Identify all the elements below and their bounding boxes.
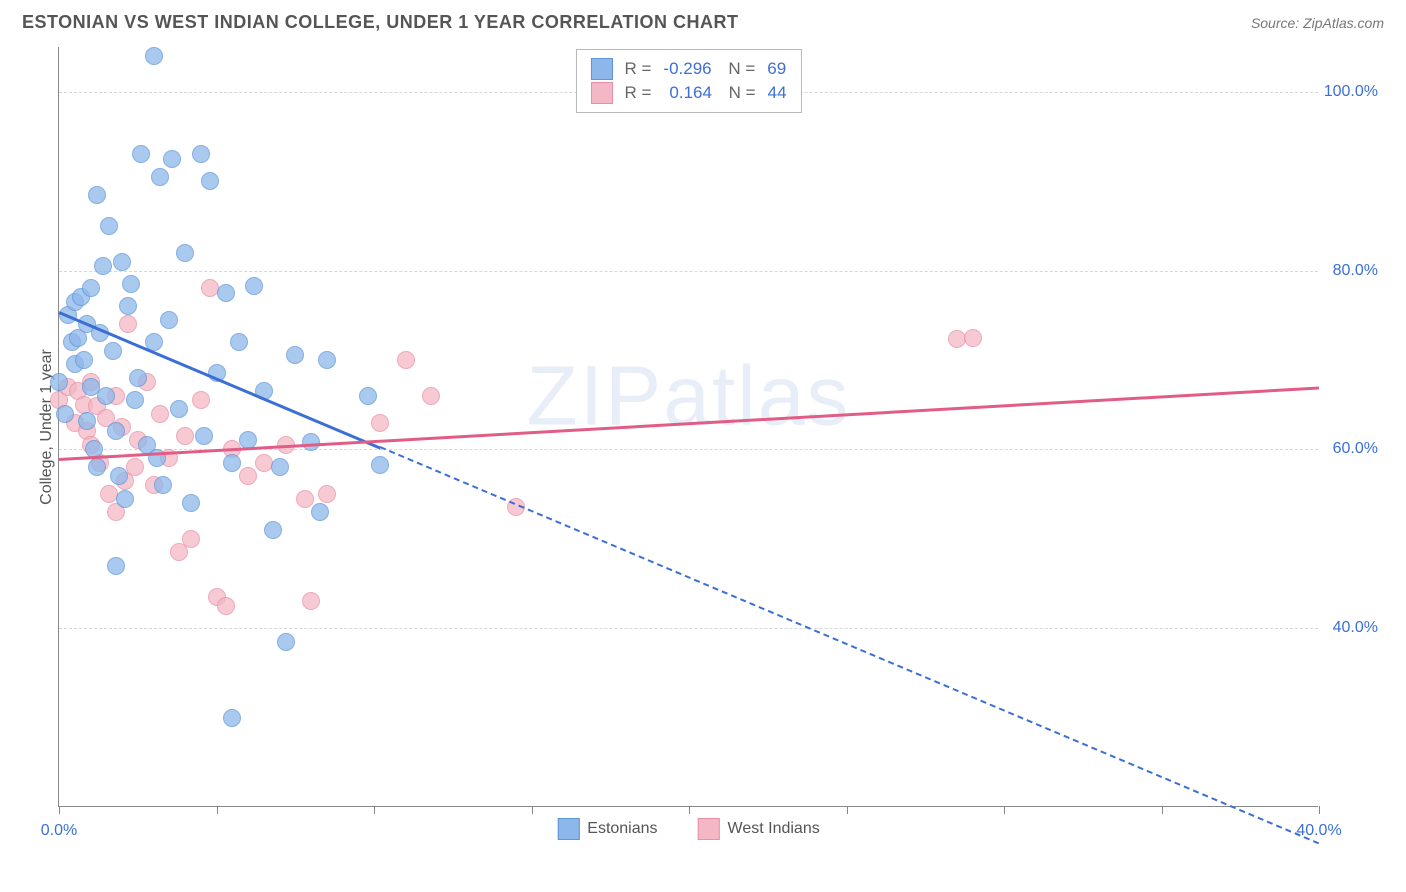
data-point-estonians <box>50 373 68 391</box>
correlation-legend: R = -0.296 N = 69 R = 0.164 N = 44 <box>575 49 801 113</box>
legend-item-west-indians: West Indians <box>698 818 820 840</box>
data-point-west-indians <box>296 490 314 508</box>
legend-row-estonians: R = -0.296 N = 69 <box>590 58 786 80</box>
data-point-west-indians <box>239 467 257 485</box>
legend-item-estonians: Estonians <box>557 818 657 840</box>
data-point-estonians <box>110 467 128 485</box>
data-point-estonians <box>223 454 241 472</box>
data-point-estonians <box>126 391 144 409</box>
x-tick <box>689 806 690 814</box>
y-tick-label: 60.0% <box>1333 440 1378 458</box>
chart-source: Source: ZipAtlas.com <box>1251 15 1384 31</box>
x-tick <box>1004 806 1005 814</box>
data-point-estonians <box>170 400 188 418</box>
data-point-estonians <box>286 346 304 364</box>
y-axis-label: College, Under 1 year <box>38 349 56 505</box>
data-point-estonians <box>217 284 235 302</box>
data-point-estonians <box>116 490 134 508</box>
chart-header: ESTONIAN VS WEST INDIAN COLLEGE, UNDER 1… <box>0 0 1406 33</box>
data-point-estonians <box>318 351 336 369</box>
data-point-estonians <box>113 253 131 271</box>
data-point-west-indians <box>371 414 389 432</box>
data-point-estonians <box>264 521 282 539</box>
gridline <box>59 628 1318 629</box>
data-point-west-indians <box>151 405 169 423</box>
data-point-estonians <box>371 456 389 474</box>
x-tick <box>847 806 848 814</box>
data-point-estonians <box>151 168 169 186</box>
data-point-estonians <box>88 186 106 204</box>
legend-swatch-icon <box>698 818 720 840</box>
data-point-west-indians <box>964 329 982 347</box>
data-point-estonians <box>176 244 194 262</box>
y-tick-label: 100.0% <box>1324 83 1378 101</box>
gridline <box>59 271 1318 272</box>
data-point-west-indians <box>302 592 320 610</box>
data-point-estonians <box>119 297 137 315</box>
data-point-estonians <box>107 422 125 440</box>
data-point-estonians <box>56 405 74 423</box>
data-point-west-indians <box>217 597 235 615</box>
data-point-west-indians <box>422 387 440 405</box>
data-point-estonians <box>195 427 213 445</box>
data-point-estonians <box>223 709 241 727</box>
legend-swatch-icon <box>557 818 579 840</box>
data-point-estonians <box>302 433 320 451</box>
x-tick-label: 0.0% <box>41 822 77 840</box>
data-point-estonians <box>277 633 295 651</box>
data-point-west-indians <box>119 315 137 333</box>
data-point-estonians <box>104 342 122 360</box>
data-point-estonians <box>94 257 112 275</box>
data-point-west-indians <box>192 391 210 409</box>
data-point-estonians <box>88 458 106 476</box>
data-point-estonians <box>75 351 93 369</box>
data-point-estonians <box>311 503 329 521</box>
y-tick-label: 40.0% <box>1333 619 1378 637</box>
x-tick <box>1319 806 1320 814</box>
data-point-estonians <box>129 369 147 387</box>
data-point-estonians <box>182 494 200 512</box>
x-tick <box>532 806 533 814</box>
data-point-estonians <box>82 279 100 297</box>
legend-swatch-estonians <box>590 58 612 80</box>
data-point-estonians <box>154 476 172 494</box>
data-point-estonians <box>132 145 150 163</box>
plot-area: ZIPatlas College, Under 1 year R = -0.29… <box>58 47 1318 807</box>
data-point-estonians <box>145 47 163 65</box>
data-point-west-indians <box>126 458 144 476</box>
data-point-estonians <box>230 333 248 351</box>
data-point-estonians <box>163 150 181 168</box>
x-tick <box>374 806 375 814</box>
trend-line <box>380 447 1319 845</box>
data-point-estonians <box>192 145 210 163</box>
x-tick <box>1162 806 1163 814</box>
data-point-west-indians <box>397 351 415 369</box>
x-tick <box>217 806 218 814</box>
data-point-west-indians <box>182 530 200 548</box>
series-legend: Estonians West Indians <box>557 818 819 840</box>
data-point-estonians <box>100 217 118 235</box>
x-tick <box>59 806 60 814</box>
legend-row-west-indians: R = 0.164 N = 44 <box>590 82 786 104</box>
data-point-estonians <box>107 557 125 575</box>
data-point-estonians <box>97 387 115 405</box>
data-point-estonians <box>122 275 140 293</box>
data-point-estonians <box>201 172 219 190</box>
data-point-estonians <box>271 458 289 476</box>
scatter-chart: ZIPatlas College, Under 1 year R = -0.29… <box>22 47 1384 837</box>
chart-title: ESTONIAN VS WEST INDIAN COLLEGE, UNDER 1… <box>22 12 739 33</box>
data-point-estonians <box>160 311 178 329</box>
data-point-estonians <box>359 387 377 405</box>
y-tick-label: 80.0% <box>1333 262 1378 280</box>
data-point-estonians <box>78 412 96 430</box>
data-point-west-indians <box>176 427 194 445</box>
legend-swatch-west-indians <box>590 82 612 104</box>
data-point-estonians <box>245 277 263 295</box>
data-point-west-indians <box>318 485 336 503</box>
